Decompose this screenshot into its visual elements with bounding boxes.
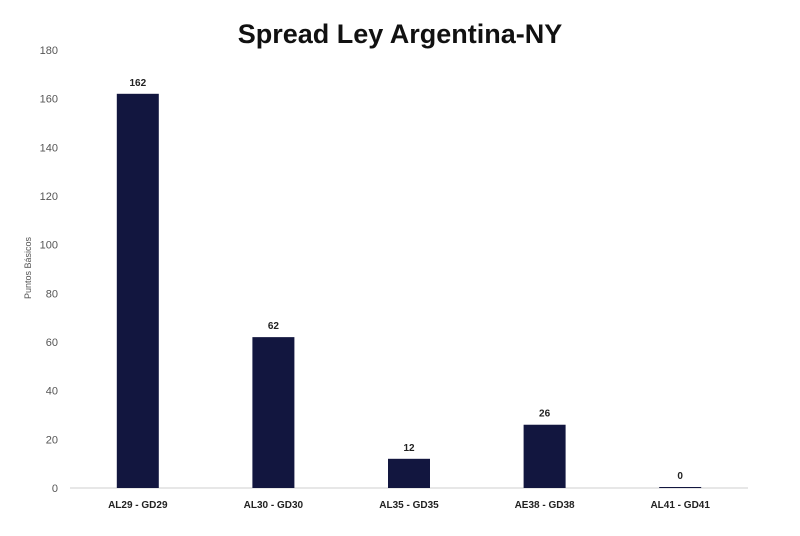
x-category-label: AL30 - GD30 [244,500,304,511]
y-axis-ticks: 0 20 40 60 80 100 120 140 160 180 [40,45,58,495]
y-tick-label: 80 [46,288,58,300]
y-tick-label: 20 [46,434,58,446]
y-tick-label: 100 [40,240,58,252]
bar [116,93,159,489]
bar-data-label: 162 [129,78,146,89]
y-tick-label: 140 [40,142,58,154]
x-category-label: AL29 - GD29 [108,500,168,511]
bar-data-label: 0 [677,471,683,482]
bar-data-label: 62 [268,321,280,332]
y-tick-label: 60 [46,337,58,349]
bar [659,487,702,488]
y-tick-label: 40 [46,386,58,398]
y-tick-label: 120 [40,191,58,203]
bar-data-label: 12 [403,443,415,454]
y-tick-label: 0 [52,483,58,495]
chart-title: Spread Ley Argentina-NY [238,19,563,49]
category-labels-group: AL29 - GD29 AL30 - GD30 AL35 - GD35 AE38 - … [108,500,710,511]
data-labels-group: 162 62 12 26 0 [129,78,683,482]
bar [388,458,430,488]
bar-data-label: 26 [539,409,551,420]
x-category-label: AL41 - GD41 [650,500,710,511]
x-category-label: AE38 - GD38 [515,500,575,511]
y-tick-label: 180 [40,45,58,57]
x-category-label: AL35 - GD35 [379,500,439,511]
bar [252,337,295,488]
bars-group [116,93,702,489]
bar [523,424,566,488]
y-axis-title: Puntos Básicos [23,236,33,299]
y-tick-label: 160 [40,94,58,106]
